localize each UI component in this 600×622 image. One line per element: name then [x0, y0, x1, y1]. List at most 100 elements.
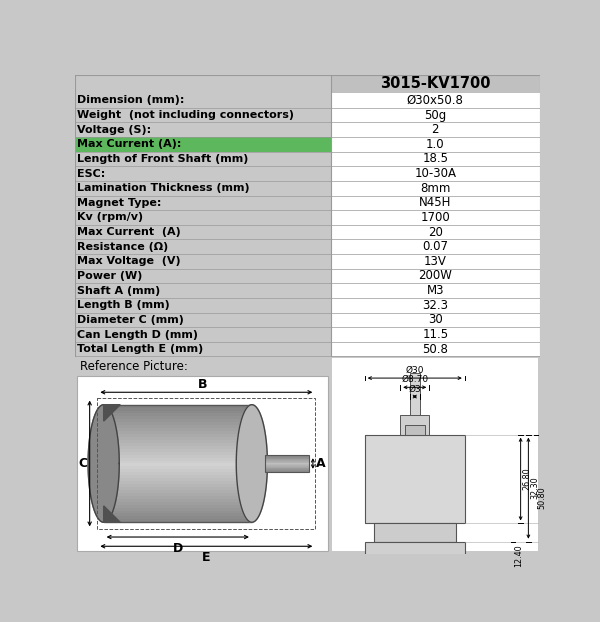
Text: Resistance (Ω): Resistance (Ω) [77, 242, 169, 252]
Bar [104, 514, 252, 517]
Bar [104, 437, 252, 440]
Bar [265, 455, 309, 457]
Bar [265, 464, 309, 465]
Text: Ø30x50.8: Ø30x50.8 [407, 94, 464, 107]
Text: 50g: 50g [424, 109, 446, 121]
Bar [104, 452, 252, 455]
Bar [331, 75, 540, 93]
Text: 13V: 13V [424, 255, 447, 268]
Polygon shape [236, 405, 268, 522]
Bar [410, 373, 420, 435]
Bar [104, 425, 252, 429]
Bar [104, 407, 252, 411]
Text: 8mm: 8mm [420, 182, 451, 195]
Bar [331, 152, 540, 166]
Bar [75, 269, 331, 283]
Bar [104, 446, 252, 449]
Bar [332, 358, 538, 551]
Text: B: B [198, 378, 207, 391]
Bar [104, 455, 252, 458]
Bar [265, 463, 309, 464]
Bar [75, 327, 331, 342]
Bar [104, 466, 252, 470]
Bar [75, 108, 331, 123]
Bar [331, 137, 540, 152]
Text: M3: M3 [427, 284, 444, 297]
Bar [104, 516, 252, 520]
Bar [104, 417, 252, 420]
Polygon shape [104, 506, 120, 522]
Text: 1.0: 1.0 [426, 138, 445, 151]
Bar [265, 456, 309, 457]
Text: 20: 20 [428, 226, 443, 239]
Bar [75, 210, 331, 225]
Bar [331, 225, 540, 239]
Text: Can Length D (mm): Can Length D (mm) [77, 330, 199, 340]
Bar [331, 210, 540, 225]
Text: 12.40: 12.40 [514, 544, 523, 567]
Bar [104, 490, 252, 493]
Text: Ø8.70: Ø8.70 [401, 375, 428, 384]
Bar [75, 239, 331, 254]
Text: Weight  (not including connectors): Weight (not including connectors) [77, 110, 295, 120]
Bar [265, 455, 309, 471]
Bar [104, 496, 252, 499]
Bar [104, 493, 252, 496]
Bar [331, 123, 540, 137]
Bar [104, 470, 252, 473]
Text: 200W: 200W [418, 269, 452, 282]
Bar [75, 181, 331, 195]
Text: Power (W): Power (W) [77, 271, 143, 281]
Text: Max Current  (A): Max Current (A) [77, 227, 181, 237]
Text: Max Current (A):: Max Current (A): [77, 139, 182, 149]
Bar [331, 93, 540, 108]
Bar [265, 458, 309, 459]
Text: 18.5: 18.5 [422, 152, 448, 165]
Bar [265, 469, 309, 470]
Bar [75, 195, 331, 210]
Text: 26.80: 26.80 [522, 468, 531, 490]
Text: Max Voltage  (V): Max Voltage (V) [77, 256, 181, 266]
Text: Length B (mm): Length B (mm) [77, 300, 170, 310]
Bar [331, 195, 540, 210]
Bar [104, 443, 252, 446]
Text: 30: 30 [428, 313, 443, 327]
Bar [104, 481, 252, 485]
Bar [104, 504, 252, 508]
Text: C: C [78, 457, 88, 470]
Text: ESC:: ESC: [77, 169, 106, 179]
Bar [104, 449, 252, 452]
Bar [104, 484, 252, 488]
Text: Kv (rpm/v): Kv (rpm/v) [77, 213, 143, 223]
Polygon shape [104, 405, 120, 421]
Bar [265, 461, 309, 462]
Bar [374, 523, 456, 542]
Bar [365, 542, 465, 562]
Text: 10-30A: 10-30A [415, 167, 457, 180]
Text: Length of Front Shaft (mm): Length of Front Shaft (mm) [77, 154, 249, 164]
Bar [104, 431, 252, 435]
Bar [265, 466, 309, 468]
Bar [331, 108, 540, 123]
Text: D: D [173, 542, 183, 555]
Bar [75, 283, 331, 298]
Text: 3015-KV1700: 3015-KV1700 [380, 77, 491, 91]
Bar [104, 472, 252, 476]
Bar [265, 465, 309, 466]
Text: Dimension (mm):: Dimension (mm): [77, 95, 185, 106]
Bar [104, 487, 252, 490]
Bar [331, 342, 540, 356]
Text: A: A [316, 457, 326, 470]
Bar [400, 415, 429, 435]
Bar [75, 152, 331, 166]
Text: Total Length E (mm): Total Length E (mm) [77, 344, 203, 354]
Bar [331, 269, 540, 283]
Bar [75, 166, 331, 181]
Text: 50.8: 50.8 [422, 343, 448, 356]
Bar [77, 376, 328, 551]
Bar [104, 519, 252, 522]
Bar [265, 460, 309, 462]
Text: 1700: 1700 [421, 211, 450, 224]
Bar [104, 405, 252, 408]
Bar [104, 411, 252, 414]
